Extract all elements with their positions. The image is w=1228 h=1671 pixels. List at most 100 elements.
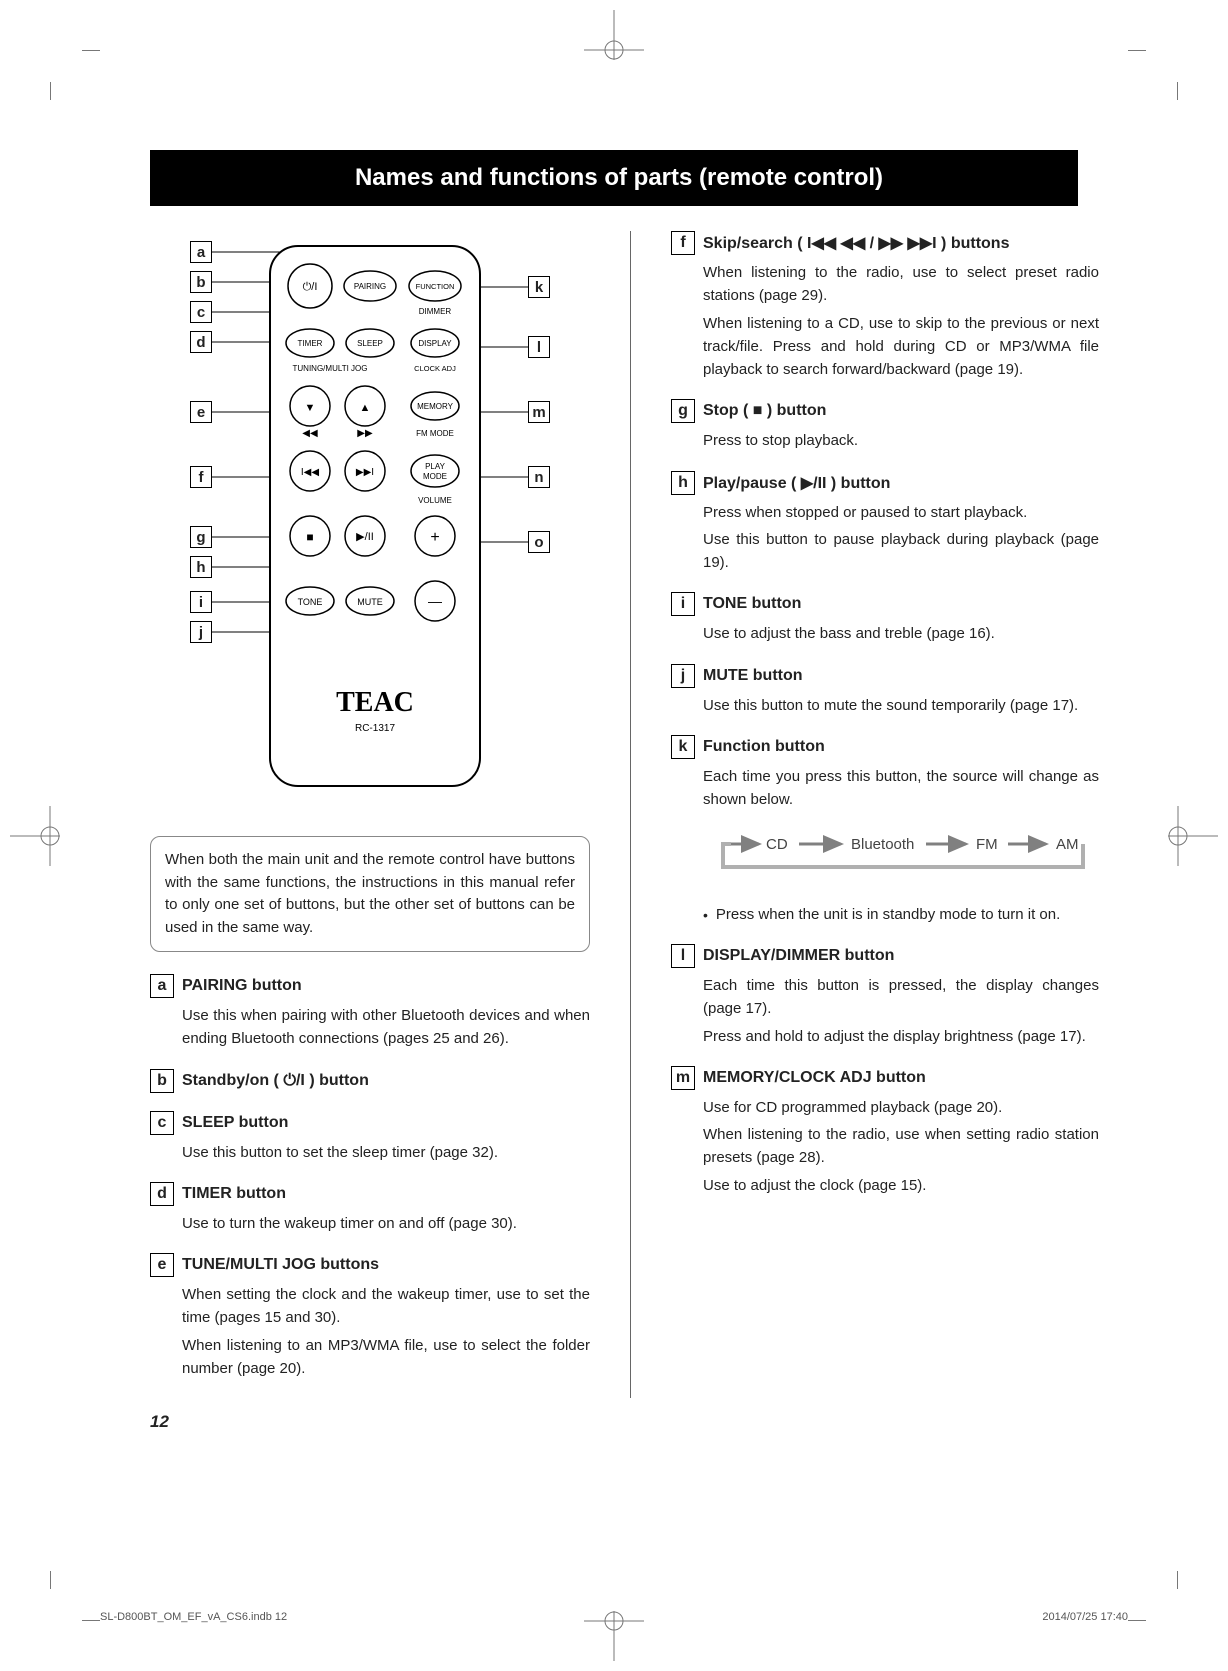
item-body-text: Use to adjust the bass and treble (page … <box>703 622 1099 645</box>
svg-text:■: ■ <box>306 530 313 544</box>
item-body-text: When listening to an MP3/WMA file, use t… <box>182 1334 590 1381</box>
crop-mark <box>1138 50 1178 90</box>
crop-mark <box>50 1581 90 1621</box>
item-body-text: Press to stop playback. <box>703 429 1099 452</box>
item-letter: a <box>150 974 174 998</box>
item-letter: i <box>671 592 695 616</box>
svg-text:⏻/I: ⏻/I <box>303 281 318 293</box>
item-body-text: Use this button to pause playback during… <box>703 528 1099 575</box>
page-content: Names and functions of parts (remote con… <box>150 150 1078 1398</box>
svg-text:▶/II: ▶/II <box>356 531 374 543</box>
item-title: SLEEP button <box>182 1114 288 1132</box>
svg-text:MEMORY: MEMORY <box>417 402 454 411</box>
svg-text:CLOCK ADJ: CLOCK ADJ <box>414 364 456 373</box>
svg-text:◀◀: ◀◀ <box>302 428 318 439</box>
svg-text:VOLUME: VOLUME <box>418 496 452 505</box>
svg-text:▲: ▲ <box>360 402 371 414</box>
item-body-text: Use this button to mute the sound tempor… <box>703 694 1099 717</box>
label-b: b <box>190 271 212 293</box>
item-m: m MEMORY/CLOCK ADJ button Use for CD prog… <box>671 1066 1099 1197</box>
item-body-text: Press when stopped or paused to start pl… <box>703 501 1099 524</box>
item-j: j MUTE button Use this button to mute the… <box>671 664 1099 717</box>
item-title: Stop ( ■ ) button <box>703 402 826 420</box>
remote-svg: ⏻/I PAIRING FUNCTION DIMMER TIMER SLEEP <box>150 231 590 811</box>
item-letter: g <box>671 399 695 423</box>
column-divider <box>630 231 631 1398</box>
svg-text:AM: AM <box>1056 836 1079 853</box>
item-title: PAIRING button <box>182 977 302 995</box>
source-cycle-diagram: CD Bluetooth FM AM <box>703 823 1099 890</box>
footer-filename: SL-D800BT_OM_EF_vA_CS6.indb 12 <box>100 1611 287 1623</box>
label-f: f <box>190 466 212 488</box>
svg-text:▶▶I: ▶▶I <box>356 467 374 478</box>
item-i: iTONE button Use to adjust the bass and … <box>671 592 1099 645</box>
item-letter: j <box>671 664 695 688</box>
svg-text:RC-1317: RC-1317 <box>355 723 395 734</box>
label-n: n <box>528 466 550 488</box>
svg-text:TEAC: TEAC <box>336 687 414 718</box>
item-a: a PAIRING button Use this when pairing wi… <box>150 974 590 1051</box>
item-h: hPlay/pause ( ▶/II ) button Press when s… <box>671 471 1099 575</box>
label-k: k <box>528 276 550 298</box>
svg-text:SLEEP: SLEEP <box>357 339 383 348</box>
item-title: TIMER button <box>182 1185 286 1203</box>
left-column: a b c d e f g h i j k l m n o <box>150 231 590 1398</box>
item-f: fSkip/search ( I◀◀ ◀◀ / ▶▶ ▶▶I ) buttons… <box>671 231 1099 381</box>
item-bullet-text: Press when the unit is in standby mode t… <box>716 903 1060 927</box>
item-body-text: Press and hold to adjust the display bri… <box>703 1025 1099 1048</box>
item-title: MEMORY/CLOCK ADJ button <box>703 1069 926 1087</box>
svg-text:CD: CD <box>766 836 788 853</box>
remote-diagram: a b c d e f g h i j k l m n o <box>150 231 590 811</box>
page-title: Names and functions of parts (remote con… <box>150 150 1078 206</box>
registration-mark-left <box>10 806 60 866</box>
item-body-text: Use this button to set the sleep timer (… <box>182 1141 590 1164</box>
item-l: lDISPLAY/DIMMER button Each time this bu… <box>671 944 1099 1048</box>
item-body-text: When setting the clock and the wakeup ti… <box>182 1283 590 1330</box>
item-body-text: When listening to a CD, use to skip to t… <box>703 312 1099 382</box>
item-letter: d <box>150 1182 174 1206</box>
item-letter: l <box>671 944 695 968</box>
svg-text:MUTE: MUTE <box>357 597 383 607</box>
svg-text:TONE: TONE <box>298 597 323 607</box>
note-box: When both the main unit and the remote c… <box>150 836 590 952</box>
item-letter: b <box>150 1069 174 1093</box>
label-c: c <box>190 301 212 323</box>
label-e: e <box>190 401 212 423</box>
item-title: Function button <box>703 738 825 756</box>
item-b: bStandby/on ( ⏻/I ) button <box>150 1069 590 1093</box>
item-d: dTIMER button Use to turn the wakeup tim… <box>150 1182 590 1235</box>
svg-text:PAIRING: PAIRING <box>354 282 386 291</box>
label-m: m <box>528 401 550 423</box>
label-o: o <box>528 531 550 553</box>
svg-text:PLAY: PLAY <box>425 462 446 471</box>
registration-mark-top <box>584 10 644 60</box>
svg-text:DIMMER: DIMMER <box>419 307 452 316</box>
item-title: MUTE button <box>703 667 803 685</box>
item-letter: c <box>150 1111 174 1135</box>
svg-text:TUNING/MULTI JOG: TUNING/MULTI JOG <box>293 364 368 373</box>
svg-text:I◀◀: I◀◀ <box>301 467 319 478</box>
svg-text:FM MODE: FM MODE <box>416 429 454 438</box>
page-number: 12 <box>150 1412 169 1432</box>
label-d: d <box>190 331 212 353</box>
svg-text:+: + <box>430 529 439 546</box>
svg-text:DISPLAY: DISPLAY <box>418 339 452 348</box>
item-body-text: Each time you press this button, the sou… <box>703 765 1099 812</box>
item-title: TUNE/MULTI JOG buttons <box>182 1256 379 1274</box>
item-title: DISPLAY/DIMMER button <box>703 947 894 965</box>
item-letter: m <box>671 1066 695 1090</box>
item-letter: h <box>671 471 695 495</box>
crop-mark <box>50 50 90 90</box>
right-column: fSkip/search ( I◀◀ ◀◀ / ▶▶ ▶▶I ) buttons… <box>671 231 1099 1398</box>
item-body-text: Use for CD programmed playback (page 20)… <box>703 1096 1099 1119</box>
item-body-text: When listening to the radio, use when se… <box>703 1123 1099 1170</box>
item-g: g Stop ( ■ ) button Press to stop playbac… <box>671 399 1099 452</box>
svg-text:TIMER: TIMER <box>298 339 323 348</box>
item-body-text: Use this when pairing with other Bluetoo… <box>182 1004 590 1051</box>
item-body-text: Use to adjust the clock (page 15). <box>703 1174 1099 1197</box>
svg-text:FUNCTION: FUNCTION <box>416 282 455 291</box>
item-letter: k <box>671 735 695 759</box>
label-i: i <box>190 591 212 613</box>
label-j: j <box>190 621 212 643</box>
label-h: h <box>190 556 212 578</box>
